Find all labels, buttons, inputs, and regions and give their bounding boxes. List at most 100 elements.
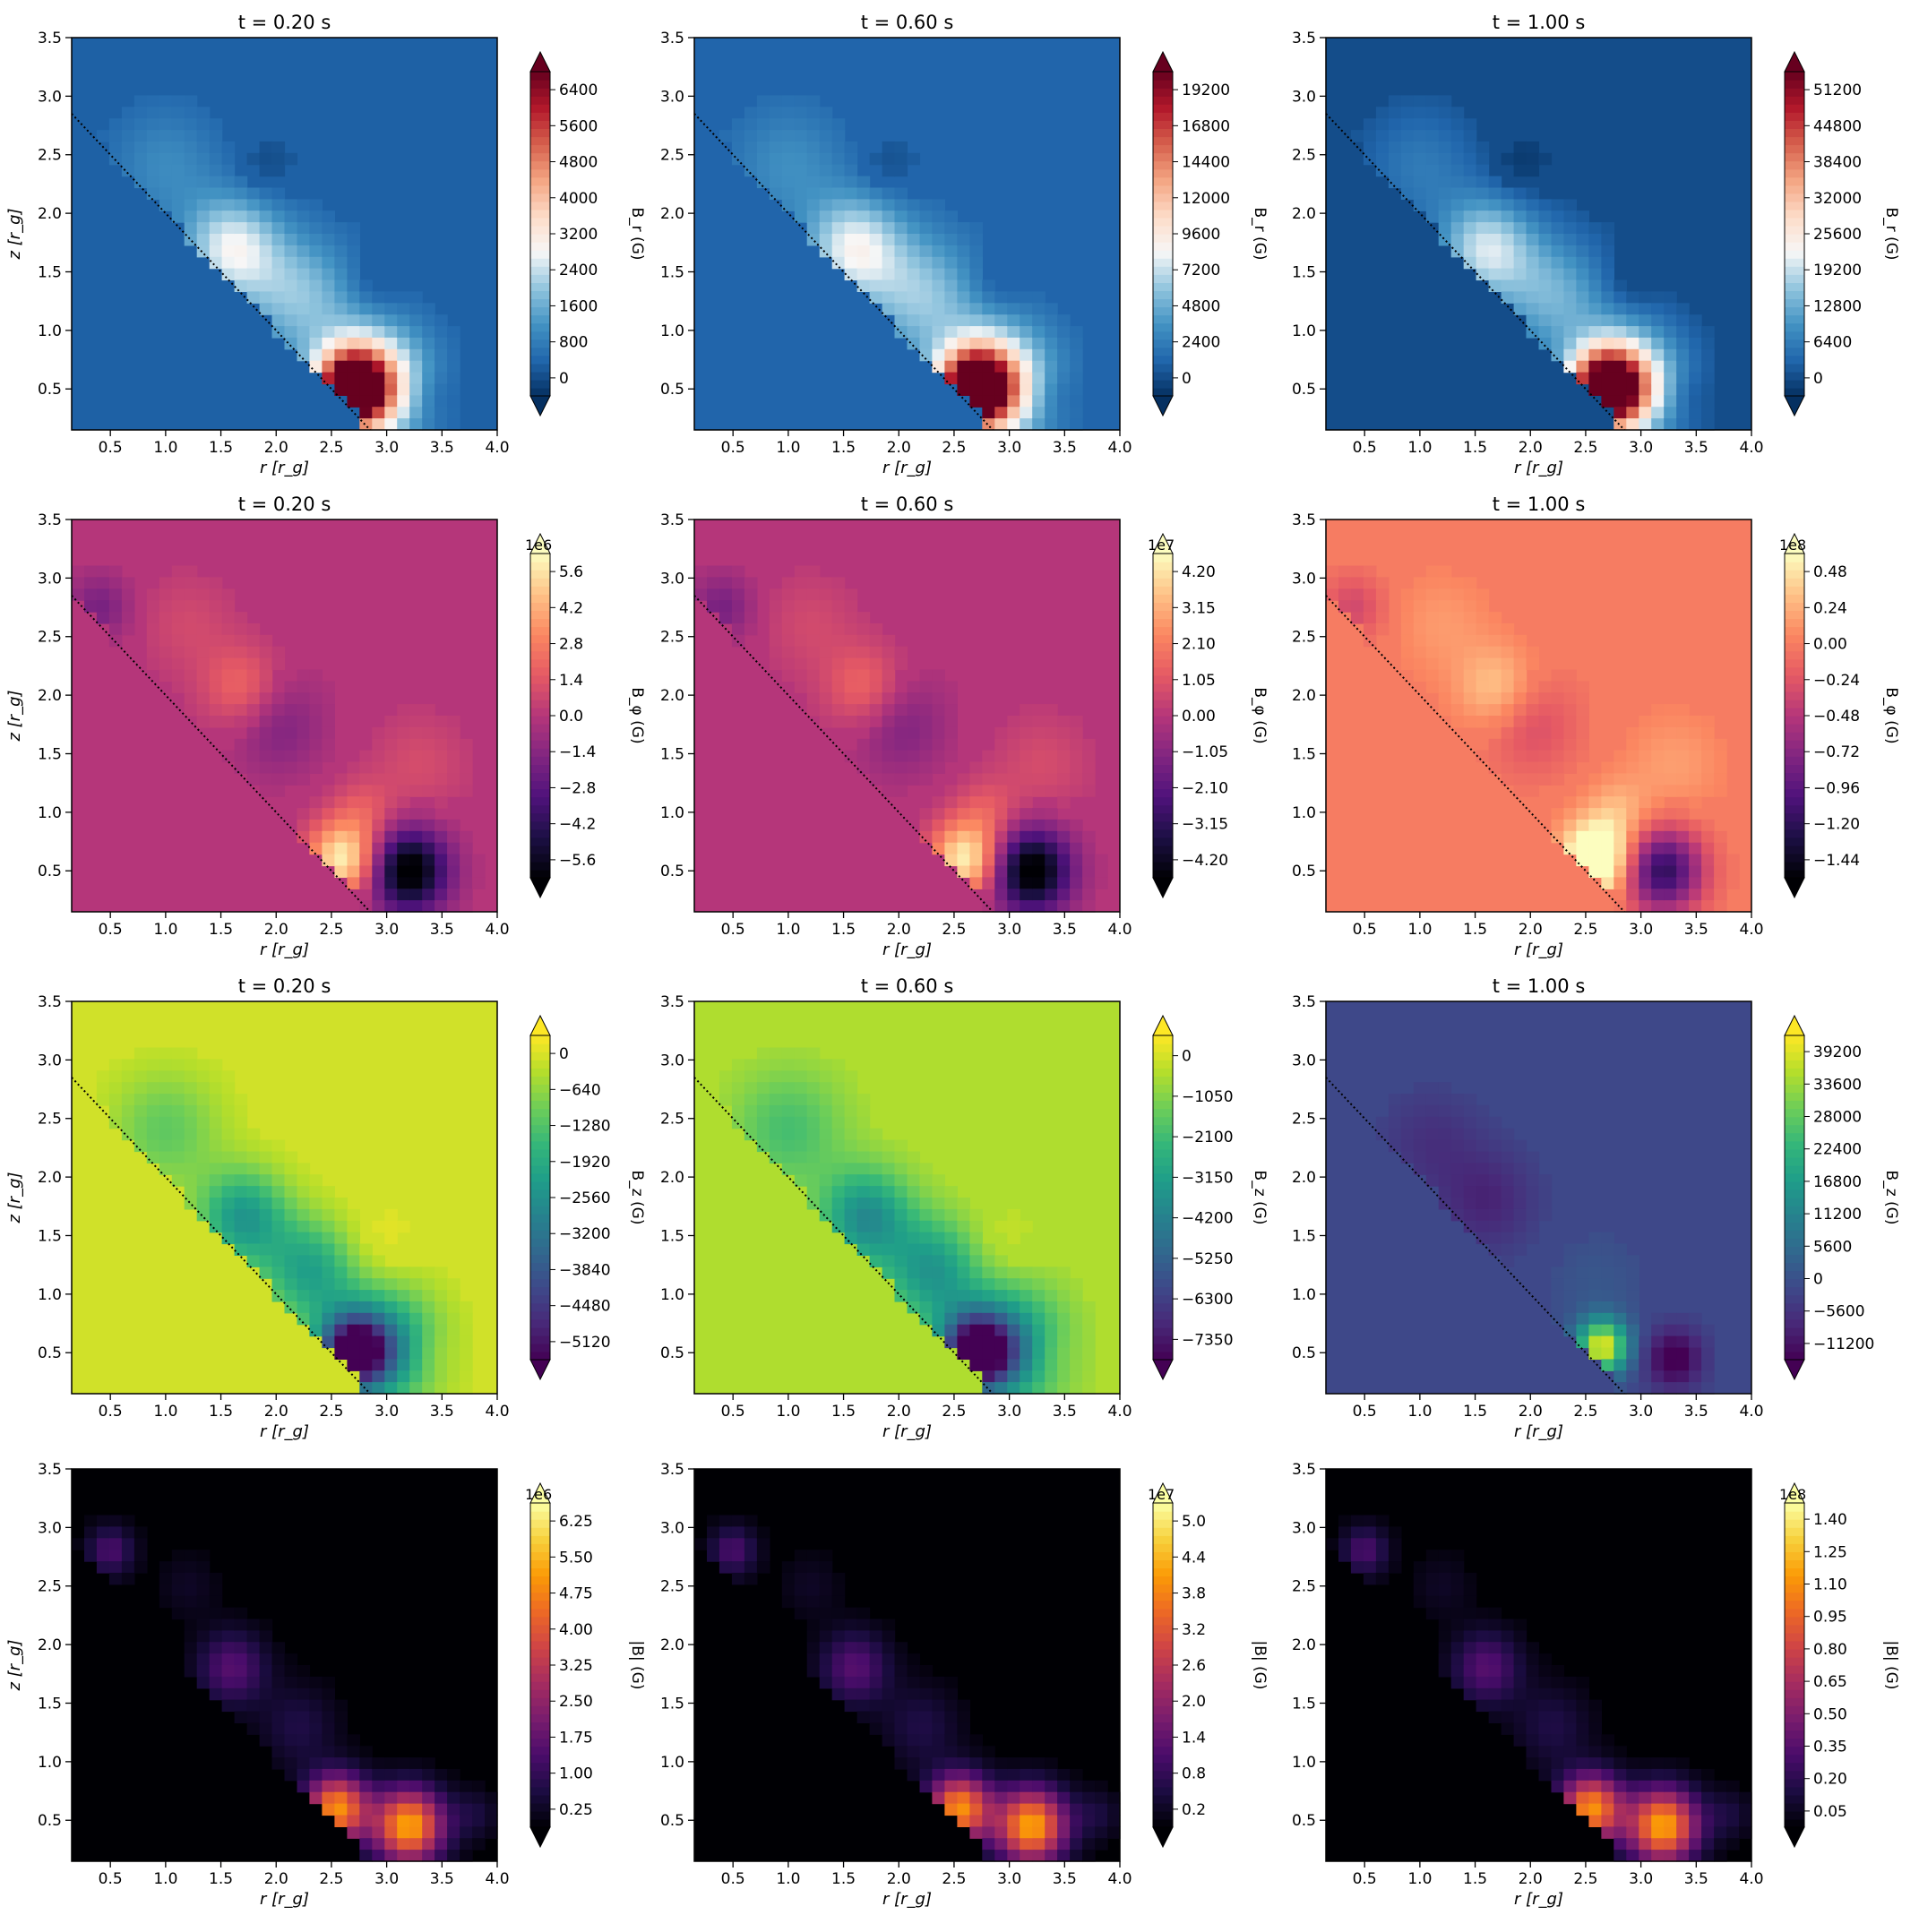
heatmap-cell <box>1538 314 1553 327</box>
heatmap-cell <box>844 199 858 211</box>
heatmap-cell <box>869 1198 883 1210</box>
colorbar-segment <box>1153 274 1173 283</box>
colorbar-segment <box>530 1206 550 1215</box>
heatmap-cell <box>1032 889 1046 901</box>
heatmap-cell <box>957 1312 970 1326</box>
colorbar-tick-label: −3200 <box>559 1225 611 1243</box>
heatmap-cell <box>1601 291 1614 304</box>
heatmap-cell <box>397 418 410 431</box>
heatmap-cell <box>1488 1128 1502 1141</box>
heatmap-cell <box>359 1255 373 1267</box>
heatmap-cell <box>72 1538 85 1550</box>
colorbar-tick-label: 5.50 <box>559 1549 593 1567</box>
colorbar-tick-label: −3150 <box>1182 1169 1234 1187</box>
heatmap-cell <box>271 268 286 281</box>
heatmap-cell <box>957 222 970 235</box>
heatmap-cell <box>1413 1561 1427 1574</box>
heatmap-cell <box>844 222 858 235</box>
heatmap-cell <box>146 1116 160 1129</box>
heatmap-cell <box>384 360 398 374</box>
heatmap-cell <box>819 1595 833 1609</box>
colorbar-extend-top <box>1152 1014 1174 1036</box>
colorbar-segment <box>1785 193 1804 202</box>
colorbar-segment <box>1153 1302 1173 1312</box>
heatmap-cell <box>1551 326 1565 339</box>
heatmap-cell <box>932 726 945 740</box>
heatmap-cell <box>1601 1757 1614 1770</box>
heatmap-cell <box>1476 176 1490 189</box>
heatmap-cell <box>1526 1163 1540 1175</box>
heatmap-cell <box>409 704 423 717</box>
heatmap-cell <box>781 634 796 648</box>
heatmap-cell <box>1501 1676 1515 1689</box>
heatmap-cell <box>869 1653 883 1666</box>
heatmap-cell <box>769 107 783 119</box>
colorbar-segment <box>1785 820 1804 830</box>
heatmap-cell <box>1601 1312 1614 1326</box>
heatmap-cell <box>1714 761 1727 774</box>
heatmap-cell <box>447 854 460 867</box>
y-tick-label: 3.5 <box>660 993 684 1011</box>
heatmap-cell <box>1601 1301 1614 1314</box>
colorbar-segment <box>1785 764 1804 773</box>
heatmap-cell <box>957 1757 970 1770</box>
heatmap-cell <box>1450 1619 1465 1631</box>
colorbar-segment <box>530 732 550 741</box>
heatmap-cell <box>982 418 995 431</box>
heatmap-cell <box>284 222 298 235</box>
heatmap-cell <box>334 383 348 396</box>
heatmap-cell <box>969 1301 983 1314</box>
colorbar-segment <box>1785 282 1804 291</box>
heatmap-cell <box>806 95 821 107</box>
heatmap-cell <box>1664 889 1677 901</box>
heatmap-cell <box>271 141 286 154</box>
heatmap-cell <box>322 303 335 315</box>
heatmap-cell <box>844 623 858 636</box>
heatmap-cell <box>1488 256 1502 270</box>
y-tick-label: 3.0 <box>38 1052 62 1069</box>
boundary-line <box>693 113 994 431</box>
heatmap-cell <box>209 1082 223 1095</box>
heatmap-cell <box>1501 1220 1515 1233</box>
heatmap-cell <box>856 245 871 258</box>
heatmap-cell <box>422 761 435 774</box>
heatmap-cell <box>844 1653 858 1666</box>
heatmap-cell <box>1070 1312 1083 1326</box>
heatmap-cell <box>159 600 173 613</box>
heatmap-cell <box>994 303 1008 315</box>
heatmap-cell <box>297 256 311 270</box>
heatmap-cell <box>1676 1780 1690 1793</box>
colorbar-segment <box>1785 1302 1804 1312</box>
heatmap-cell <box>944 360 958 374</box>
heatmap-cell <box>309 1687 323 1701</box>
y-tick-label: 1.0 <box>38 1754 62 1772</box>
heatmap-cell <box>1601 337 1614 350</box>
heatmap-cell <box>982 1359 995 1371</box>
heatmap-cell <box>359 372 373 385</box>
heatmap-cell <box>435 395 448 408</box>
heatmap-cell <box>221 600 236 613</box>
heatmap-cell <box>284 1267 298 1279</box>
heatmap-cell <box>1588 383 1602 396</box>
heatmap-cell <box>1551 1699 1565 1713</box>
heatmap-cell <box>932 808 945 820</box>
heatmap-cell <box>409 337 423 350</box>
heatmap-cell <box>719 577 733 589</box>
heatmap-cell <box>944 785 958 797</box>
heatmap-cell <box>171 1174 185 1187</box>
heatmap-cell <box>1551 808 1565 820</box>
colorbar-segment <box>1153 242 1173 251</box>
heatmap-cell <box>894 1711 908 1723</box>
heatmap-cell <box>322 268 335 281</box>
heatmap-cell <box>221 646 236 659</box>
colorbar-segment <box>530 1286 550 1296</box>
heatmap-cell <box>209 600 223 613</box>
heatmap-cell <box>1689 337 1702 350</box>
heatmap-cell <box>1450 176 1465 189</box>
heatmap-cell <box>1626 785 1639 797</box>
heatmap-cell <box>146 646 160 659</box>
colorbar-segment <box>530 870 550 879</box>
heatmap-cell <box>856 657 871 671</box>
heatmap-cell <box>1614 1815 1627 1827</box>
heatmap-cell <box>1626 1838 1639 1850</box>
